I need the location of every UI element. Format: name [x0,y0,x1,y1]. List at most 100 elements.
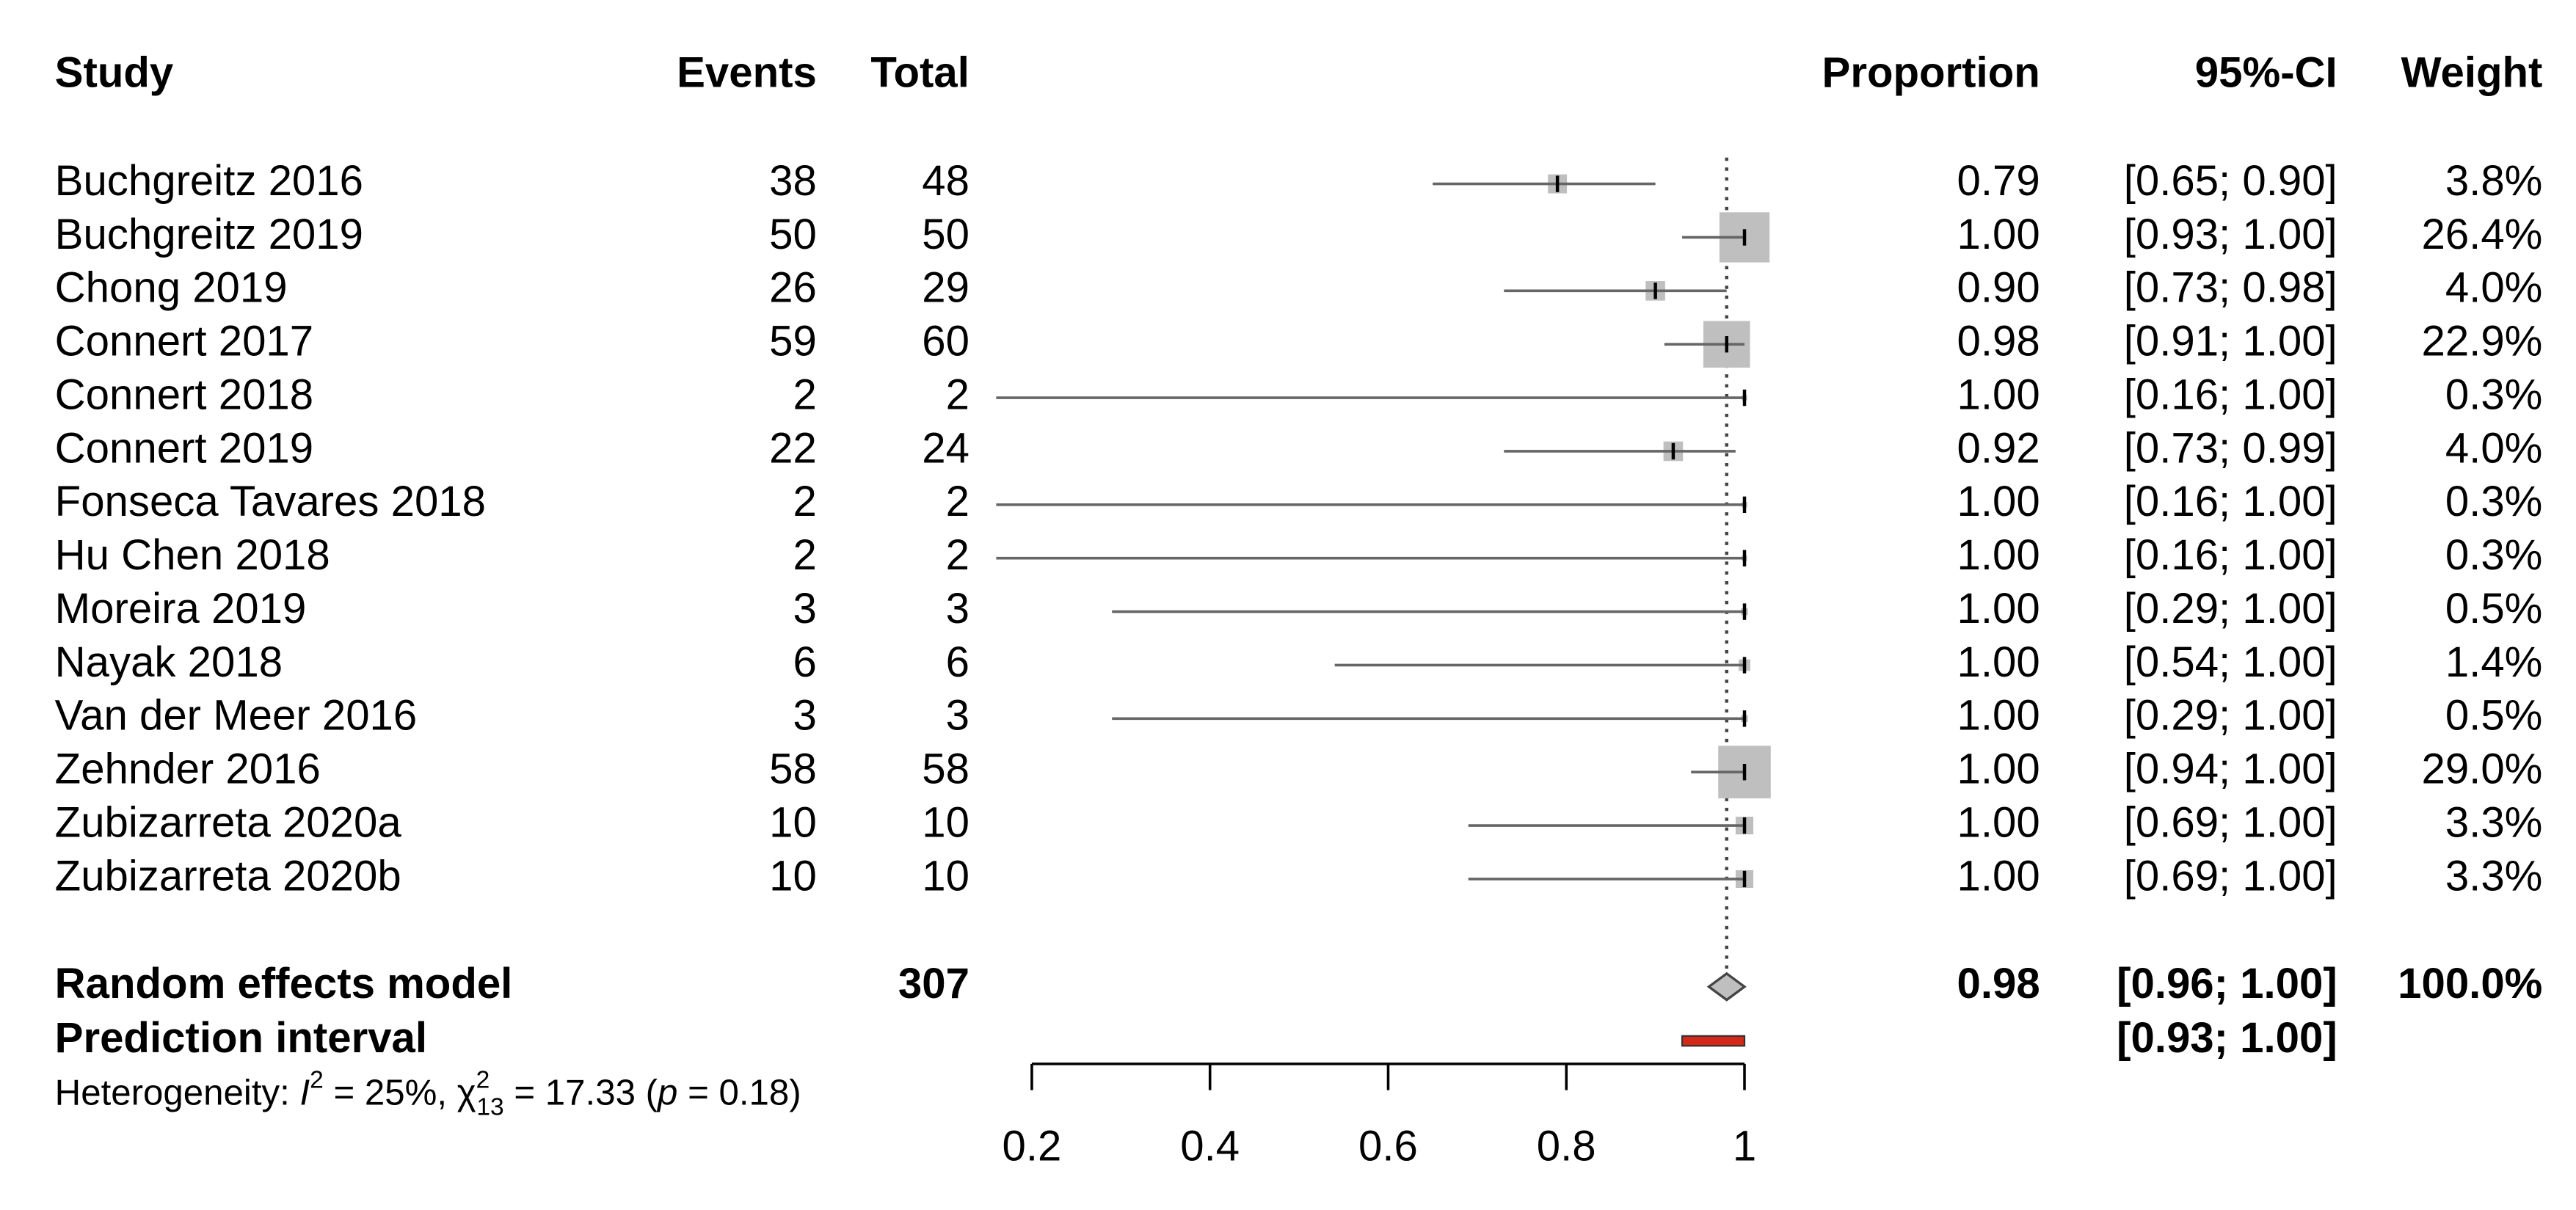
ci: [0.73; 0.98] [2124,264,2337,312]
ci: [0.73; 0.99] [2124,424,2337,472]
proportion: 1.00 [1957,638,2040,686]
weight: 26.4% [2422,211,2543,258]
proportion: 1.00 [1957,478,2040,525]
proportion: 1.00 [1957,371,2040,418]
total: 24 [922,424,969,472]
ci: [0.94; 1.00] [2124,746,2337,793]
study-name: Nayak 2018 [55,638,283,686]
heterogeneity-part: 2 [310,1067,324,1094]
heterogeneity-part: = 0.18) [677,1072,801,1112]
events: 22 [769,424,817,472]
summary-weight: 100.0% [2398,960,2542,1007]
column-header: Study [55,48,174,96]
proportion: 1.00 [1957,531,2040,579]
prediction-bar [1681,1035,1746,1047]
study-name: Van der Meer 2016 [55,692,418,740]
study-name: Fonseca Tavares 2018 [55,478,486,525]
column-header: Total [870,48,969,96]
summary-total: 307 [898,960,969,1007]
proportion: 0.92 [1957,424,2040,472]
total: 3 [946,585,969,633]
ci: [0.65; 0.90] [2124,157,2337,205]
events: 6 [793,638,817,686]
ci: [0.93; 1.00] [2124,211,2337,258]
total: 10 [922,798,969,846]
column-header: 95%-CI [2195,48,2337,96]
heterogeneity-part: 2 [476,1067,490,1094]
total: 2 [946,371,969,418]
x-tick-label: 0.4 [1180,1123,1240,1170]
proportion: 0.79 [1957,157,2040,205]
weight: 3.3% [2445,852,2543,900]
ci: [0.69; 1.00] [2124,852,2337,900]
weight: 3.8% [2445,157,2543,205]
heterogeneity-part: χ [457,1072,476,1112]
heterogeneity-part: 13 [476,1094,503,1121]
column-header: Weight [2401,48,2543,96]
events: 59 [769,318,817,365]
prediction-label: Prediction interval [55,1014,427,1062]
total: 60 [922,318,969,365]
heterogeneity-part: p [656,1072,677,1112]
study-name: Zubizarreta 2020b [55,852,401,900]
weight: 1.4% [2445,638,2543,686]
events: 2 [793,531,817,579]
heterogeneity-part: Heterogeneity: [55,1072,300,1112]
heterogeneity: Heterogeneity: I2 = 25%, χ2 13 = 17.33 (p… [55,1067,801,1121]
heterogeneity-part: = 25%, [324,1072,457,1112]
events: 10 [769,852,817,900]
ci: [0.54; 1.00] [2124,638,2337,686]
events: 3 [793,692,817,740]
total: 50 [922,211,969,258]
proportion: 1.00 [1957,746,2040,793]
column-header: Events [677,48,817,96]
proportion: 1.00 [1957,585,2040,633]
events: 3 [793,585,817,633]
summary-label: Random effects model [55,960,513,1007]
events: 26 [769,264,817,312]
events: 10 [769,798,817,846]
study-name: Zehnder 2016 [55,746,321,793]
weight: 0.5% [2445,585,2543,633]
study-name: Connert 2018 [55,371,313,418]
weight: 4.0% [2445,264,2543,312]
heterogeneity-part: = 17.33 ( [504,1072,658,1112]
weight: 0.3% [2445,531,2543,579]
proportion: 1.00 [1957,211,2040,258]
weight: 3.3% [2445,798,2543,846]
study-name: Moreira 2019 [55,585,307,633]
ci: [0.16; 1.00] [2124,478,2337,525]
weight: 4.0% [2445,424,2543,472]
weight: 22.9% [2422,318,2543,365]
total: 6 [946,638,969,686]
total: 10 [922,852,969,900]
ci: [0.69; 1.00] [2124,798,2337,846]
ci: [0.29; 1.00] [2124,692,2337,740]
study-name: Buchgreitz 2019 [55,211,363,258]
proportion: 1.00 [1957,798,2040,846]
ci: [0.16; 1.00] [2124,371,2337,418]
proportion: 1.00 [1957,692,2040,740]
x-tick-label: 1 [1733,1123,1756,1170]
events: 58 [769,746,817,793]
column-header: Proportion [1822,48,2040,96]
summary-diamond [1706,972,1747,1002]
x-tick-label: 0.2 [1003,1123,1062,1170]
study-name: Connert 2017 [55,318,313,365]
x-tick-label: 0.8 [1537,1123,1596,1170]
proportion: 0.90 [1957,264,2040,312]
proportion: 1.00 [1957,852,2040,900]
events: 2 [793,478,817,525]
events: 50 [769,211,817,258]
prediction-ci: [0.93; 1.00] [2117,1014,2337,1062]
total: 2 [946,531,969,579]
study-name: Buchgreitz 2016 [55,157,363,205]
weight: 0.5% [2445,692,2543,740]
proportion: 0.98 [1957,318,2040,365]
ci: [0.29; 1.00] [2124,585,2337,633]
weight: 0.3% [2445,478,2543,525]
events: 38 [769,157,817,205]
heterogeneity-part: I [299,1072,310,1112]
